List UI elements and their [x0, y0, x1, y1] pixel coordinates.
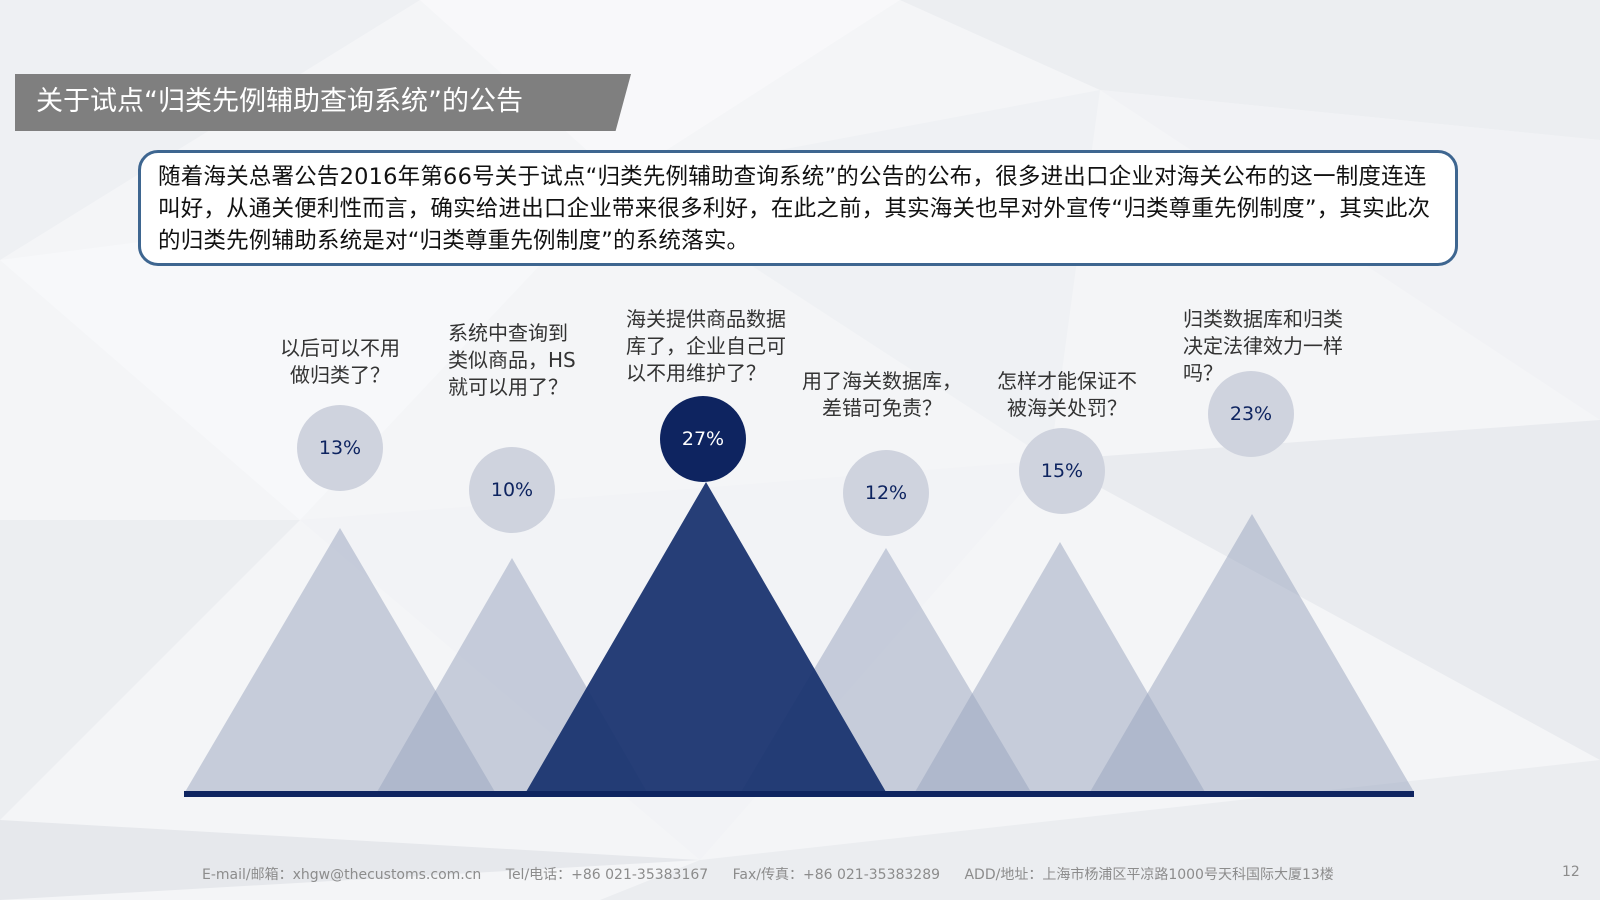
- footer-fax: Fax/传真：+86 021-35383289: [732, 867, 941, 883]
- mountain-triangle: [1090, 514, 1414, 792]
- percent-circle: 23%: [1208, 371, 1294, 457]
- intro-text: 随着海关总署公告2016年第66号关于试点“归类先例辅助查询系统”的公告的公布，…: [158, 164, 1431, 254]
- percent-circle: 10%: [469, 447, 555, 533]
- percent-circle: 12%: [843, 450, 929, 536]
- intro-box: 随着海关总署公告2016年第66号关于试点“归类先例辅助查询系统”的公告的公布，…: [138, 150, 1458, 266]
- footer-email: E-mail/邮箱：xhgw@thecustoms.com.cn: [202, 867, 482, 883]
- question-label: 系统中查询到 类似商品，HS 就可以用了？: [448, 321, 576, 399]
- footer-address: ADD/地址：上海市杨浦区平凉路1000号天科国际大厦13楼: [964, 867, 1334, 883]
- slide-title: 关于试点“归类先例辅助查询系统”的公告: [36, 86, 523, 117]
- question-label: 海关提供商品数据 库了，企业自己可 以不用维护了？: [626, 307, 786, 385]
- percent-circle: 27%: [660, 396, 746, 482]
- question-label: 用了海关数据库， 差错可免责？: [802, 369, 962, 420]
- footer-contact: E-mail/邮箱：xhgw@thecustoms.com.cn Tel/电话：…: [202, 864, 1334, 884]
- percent-circle: 13%: [297, 405, 383, 491]
- title-ribbon: [15, 74, 631, 131]
- mountain-triangle: [526, 482, 886, 792]
- page-number: 12: [1562, 864, 1580, 880]
- question-label: 怎样才能保证不 被海关处罚？: [997, 369, 1137, 420]
- baseline-bar: [184, 791, 1414, 797]
- question-label: 以后可以不用 做归类了？: [280, 336, 400, 387]
- footer-tel: Tel/电话：+86 021-35383167: [505, 867, 709, 883]
- percent-circle: 15%: [1019, 428, 1105, 514]
- question-label: 归类数据库和归类 决定法律效力一样 吗？: [1183, 307, 1343, 385]
